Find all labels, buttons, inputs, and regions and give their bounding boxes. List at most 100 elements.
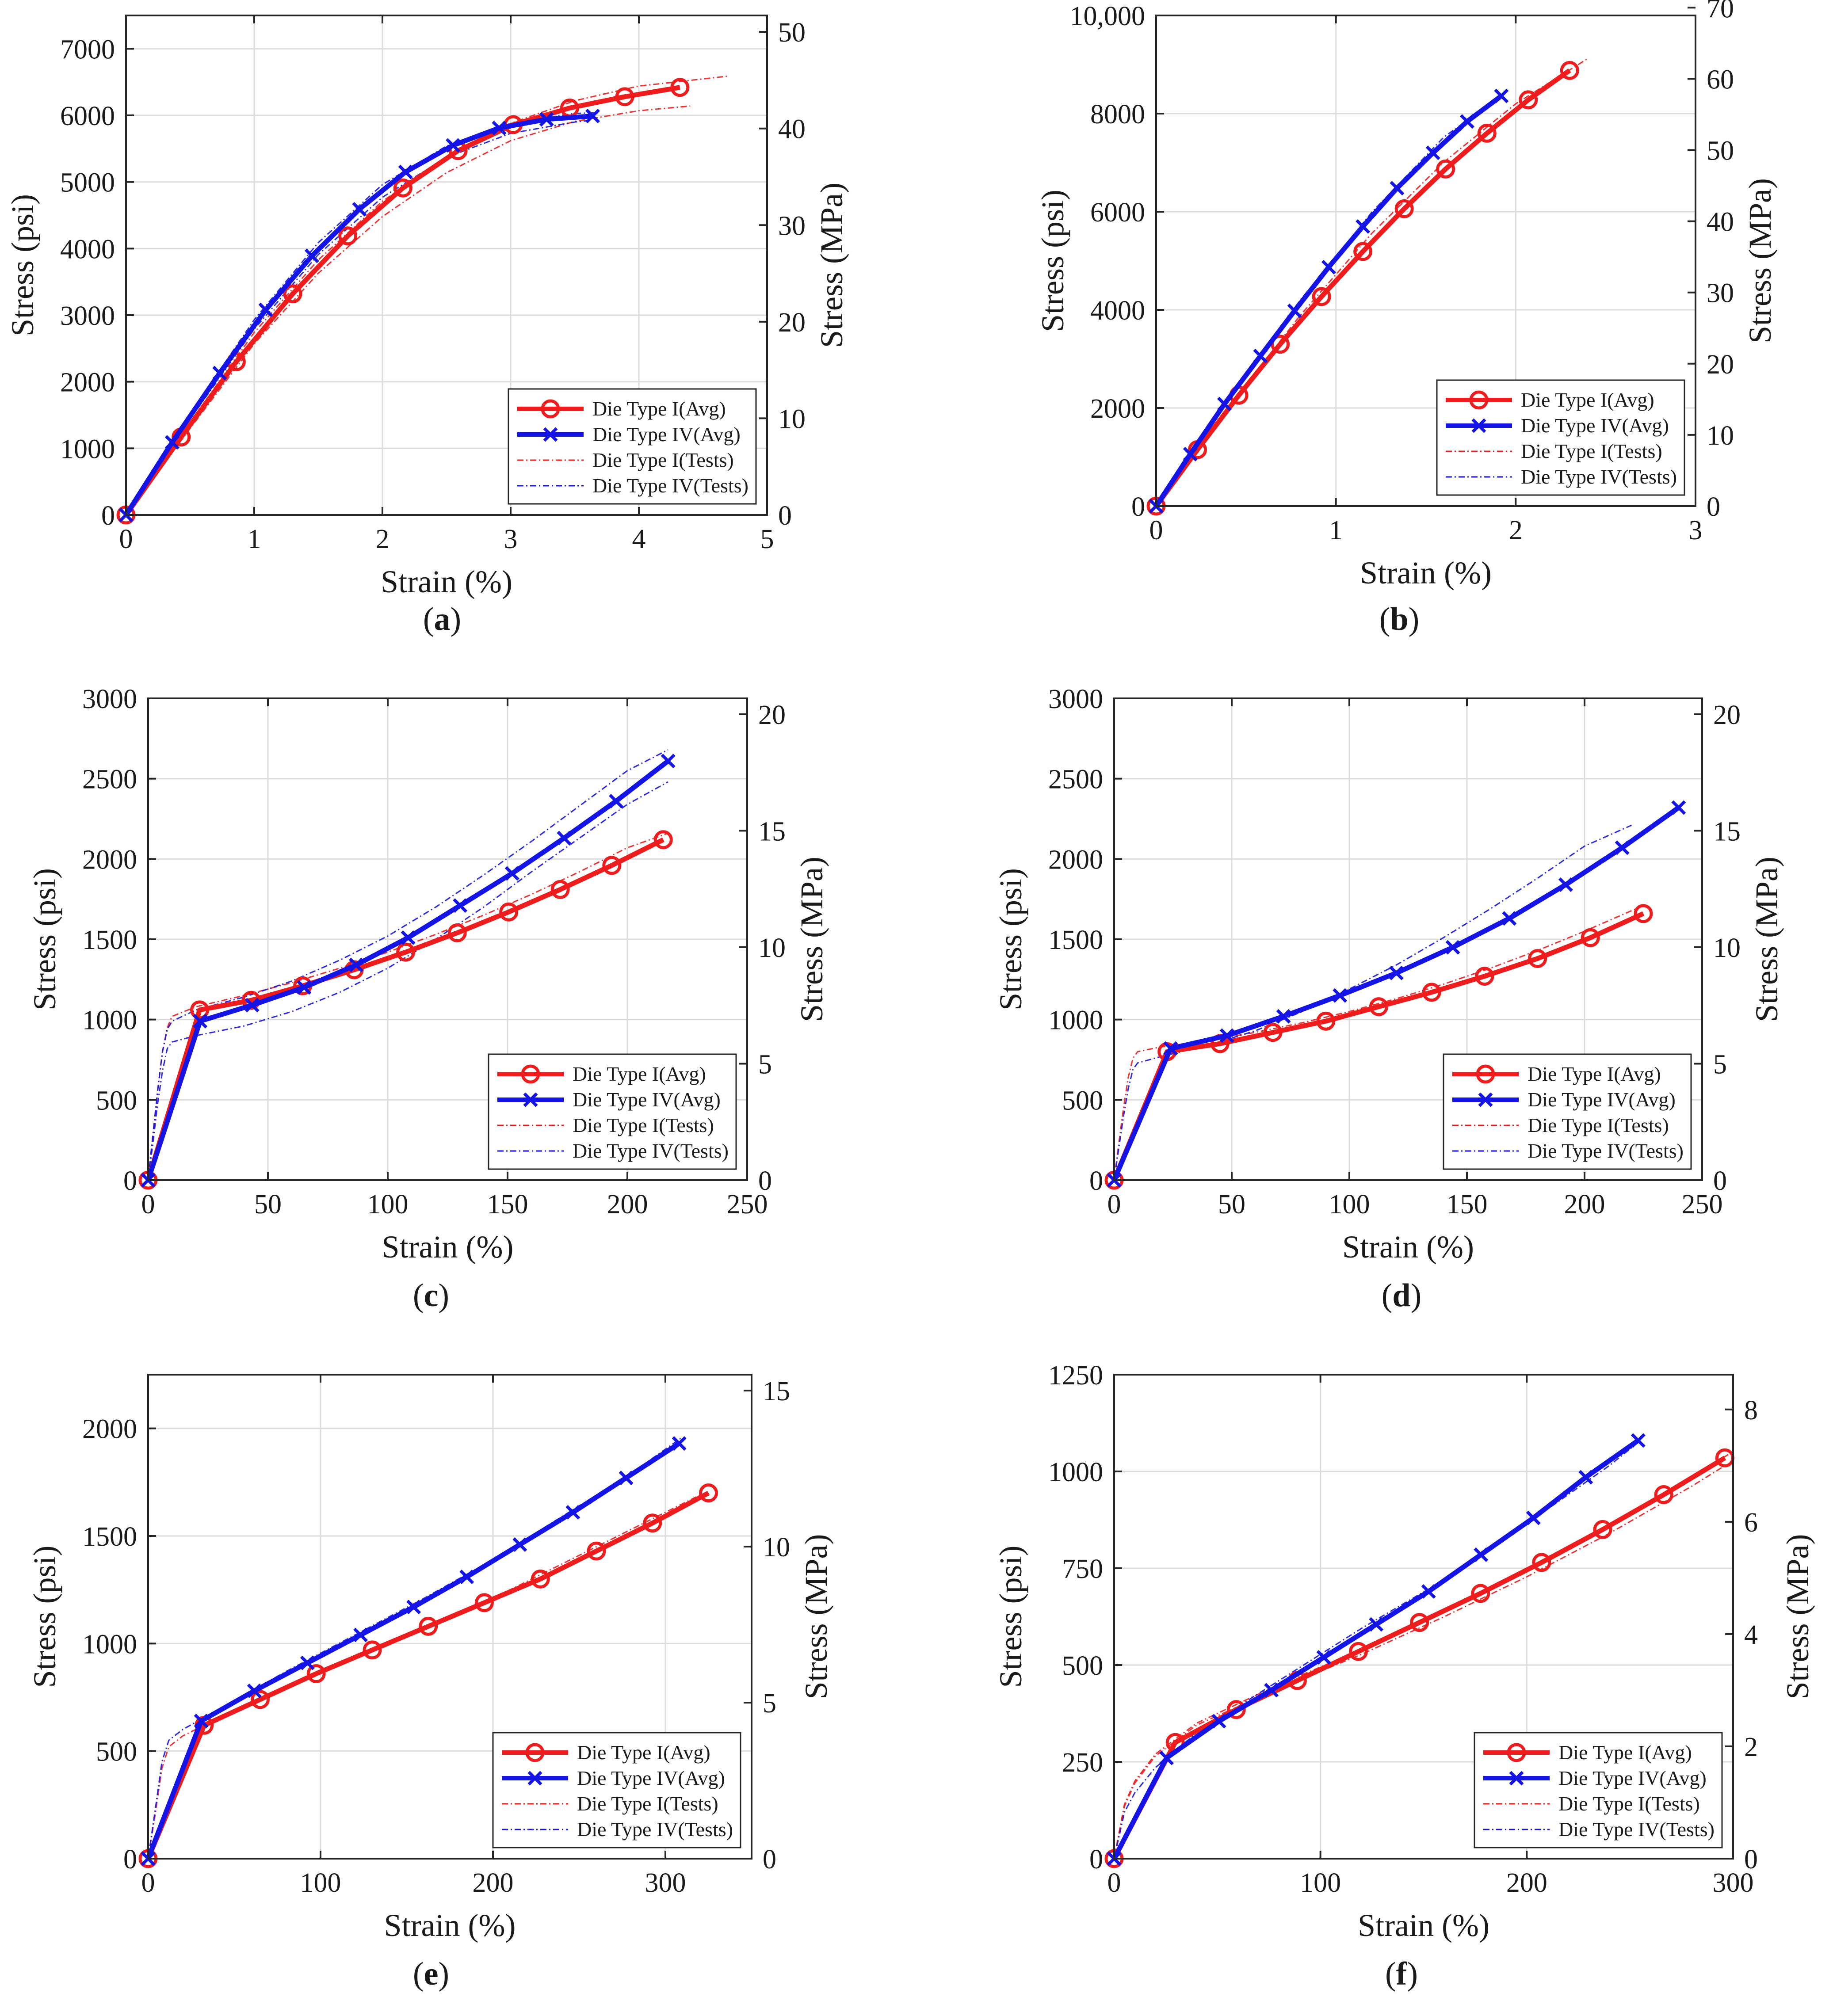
y-right-axis-label: Stress (MPa) — [814, 183, 849, 348]
data-point — [194, 1714, 209, 1729]
data-point — [499, 902, 519, 922]
legend-label: Die Type I(Avg) — [573, 1063, 706, 1085]
data-point — [398, 164, 413, 179]
data-point — [1217, 396, 1232, 412]
legend-entry: Die Type I(Tests) — [497, 1114, 714, 1136]
data-point — [1312, 287, 1331, 306]
x-tick-label: 0 — [119, 524, 133, 554]
marker-x-stroke — [1276, 1009, 1291, 1024]
legend-entry: Die Type IV(Tests) — [1452, 1139, 1684, 1162]
data-point — [1519, 90, 1538, 110]
marker-x-stroke — [1159, 1750, 1174, 1765]
marker-x-stroke — [446, 138, 460, 153]
series-avg-type-iv — [1149, 88, 1509, 514]
marker-x-stroke — [1478, 1092, 1493, 1107]
legend-label: Die Type IV(Avg) — [577, 1767, 725, 1789]
data-point — [1394, 199, 1414, 218]
series-avg-type-iv — [141, 1436, 687, 1866]
caption-paren: ) — [1411, 1277, 1422, 1314]
legend-label: Die Type IV(Tests) — [592, 474, 748, 497]
data-point — [1253, 348, 1268, 363]
legend-marker — [525, 1743, 545, 1762]
y-right-tick-label: 8 — [1744, 1395, 1758, 1425]
marker-x-stroke — [661, 754, 676, 769]
y-right-tick-label: 20 — [778, 308, 806, 338]
legend-entry: Die Type IV(Avg) — [502, 1767, 725, 1789]
x-axis-label: Strain (%) — [381, 564, 512, 599]
data-point — [504, 866, 519, 881]
y-right-tick-label: 5 — [763, 1688, 776, 1719]
x-tick-label: 50 — [254, 1189, 282, 1220]
y-axis-label: Stress (psi) — [993, 868, 1028, 1010]
legend-label: Die Type IV(Tests) — [1521, 465, 1677, 488]
data-point — [585, 109, 600, 123]
marker-x-stroke — [1445, 940, 1460, 955]
marker-x-stroke — [1356, 219, 1371, 234]
data-point — [297, 980, 312, 995]
y-axis-label: Stress (psi) — [5, 194, 40, 336]
data-point — [615, 87, 634, 107]
series-test-type-i — [125, 105, 691, 515]
data-point — [1532, 1553, 1551, 1572]
marker-x-stroke — [565, 1505, 580, 1520]
legend-label: Die Type IV(Avg) — [1521, 414, 1669, 437]
y-tick-label: 3000 — [60, 301, 115, 331]
legend-marker — [543, 427, 558, 442]
x-tick-label: 100 — [367, 1189, 409, 1220]
marker-x-stroke — [401, 930, 416, 945]
x-tick-label: 200 — [473, 1868, 514, 1898]
data-point — [393, 178, 412, 198]
y-tick-label: 6000 — [60, 101, 115, 131]
y-tick-label: 8000 — [1090, 99, 1145, 130]
y-right-tick-label: 0 — [763, 1845, 776, 1875]
data-point — [1421, 1584, 1436, 1599]
y-tick-label: 2000 — [60, 368, 115, 398]
data-point — [258, 302, 273, 317]
caption-paren: ) — [1409, 601, 1420, 637]
marker-x-stroke — [1526, 1510, 1541, 1525]
y-tick-label: 2000 — [82, 845, 137, 875]
y-right-tick-label: 0 — [1744, 1845, 1758, 1875]
data-point — [1389, 965, 1404, 980]
x-axis-label: Strain (%) — [384, 1908, 516, 1943]
legend-entry: Die Type IV(Avg) — [1452, 1088, 1676, 1111]
y-tick-label: 7000 — [60, 34, 115, 65]
series-line — [145, 837, 664, 1181]
y-tick-label: 2000 — [1090, 394, 1145, 424]
legend-entry: Die Type I(Avg) — [497, 1063, 706, 1085]
legend-label: Die Type IV(Avg) — [573, 1088, 721, 1111]
legend-entry: Die Type I(Avg) — [502, 1741, 710, 1764]
legend-entry: Die Type IV(Tests) — [497, 1139, 729, 1162]
caption-paren: ) — [451, 601, 462, 637]
data-point — [1474, 1547, 1489, 1562]
x-tick-label: 150 — [1447, 1189, 1488, 1220]
y-right-axis-label: Stress (MPa) — [794, 857, 829, 1022]
data-point — [1159, 1750, 1174, 1765]
legend-label: Die Type I(Tests) — [573, 1114, 714, 1136]
legend-entry: Die Type IV(Tests) — [502, 1818, 733, 1841]
y-right-tick-label: 10 — [1713, 933, 1741, 963]
legend-marker — [1509, 1771, 1524, 1786]
data-point — [1163, 1041, 1178, 1056]
series-line — [147, 781, 668, 1181]
marker-x-stroke — [1615, 840, 1630, 855]
data-point — [1353, 242, 1373, 261]
legend-entry: Die Type I(Tests) — [1483, 1792, 1700, 1815]
y-right-tick-label: 70 — [1707, 0, 1734, 23]
y-right-axis-label: Stress (MPa) — [1749, 857, 1784, 1022]
data-point — [459, 1569, 474, 1584]
marker-x-stroke — [1316, 1650, 1331, 1665]
marker-x-stroke — [353, 1627, 368, 1643]
panel-a-axes-frame — [125, 15, 768, 516]
legend-label: Die Type IV(Tests) — [577, 1818, 733, 1841]
marker-x-stroke — [1253, 348, 1268, 363]
data-point — [164, 435, 179, 450]
data-point — [699, 1483, 718, 1503]
series-test-type-i — [1155, 58, 1588, 507]
x-tick-label: 50 — [1218, 1189, 1245, 1220]
marker-x-stroke — [352, 202, 367, 217]
y-axis-label: Stress (psi) — [27, 1546, 62, 1688]
panel-b-caption: (b) — [1379, 601, 1419, 637]
series-test-type-i — [1113, 905, 1644, 1181]
